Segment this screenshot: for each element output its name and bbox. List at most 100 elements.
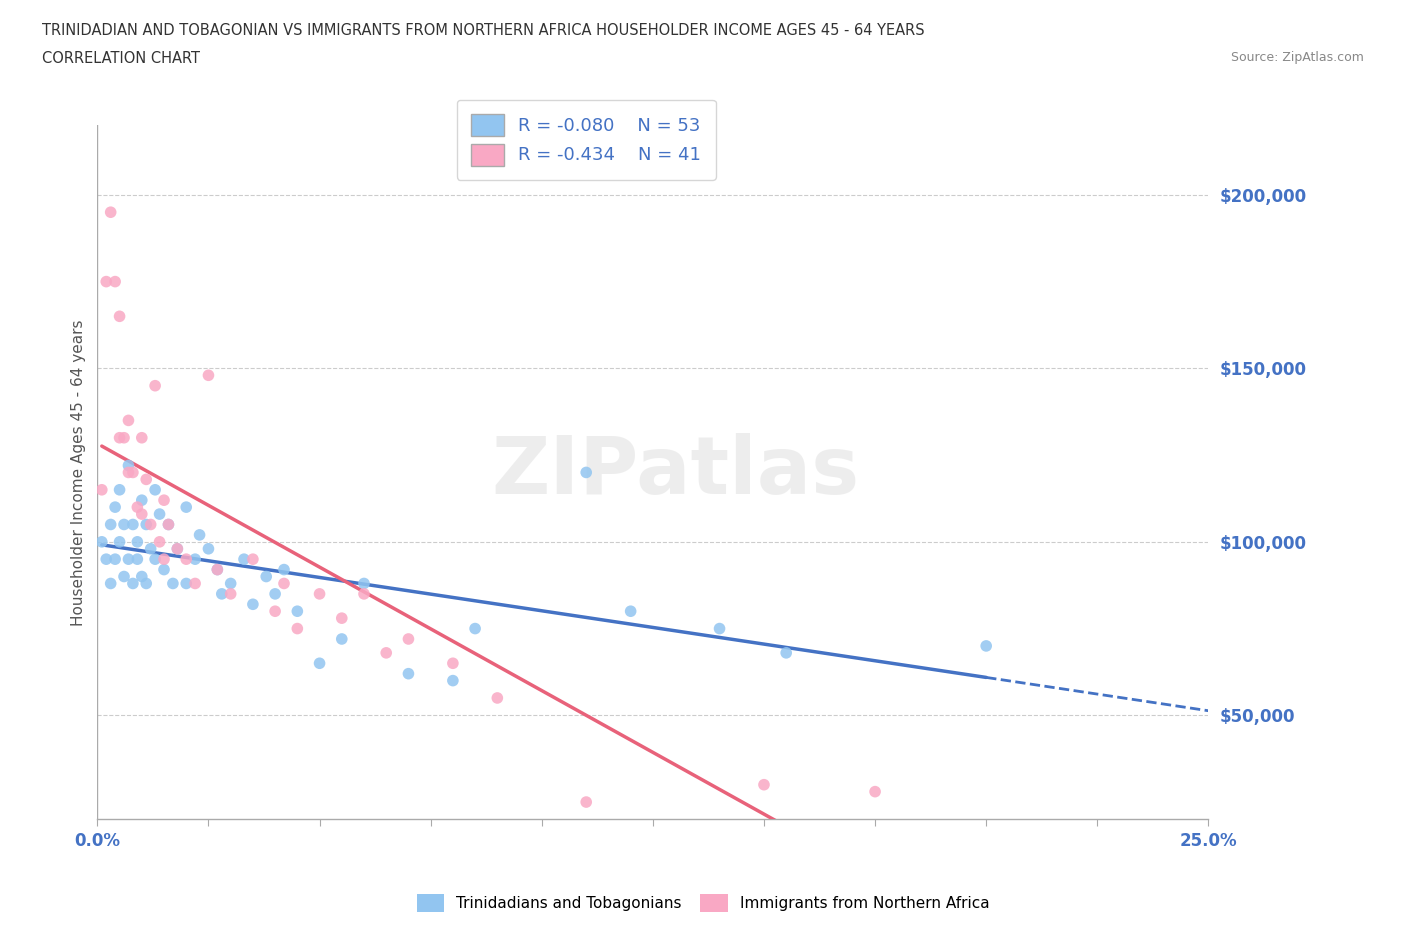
Point <box>122 576 145 591</box>
Point <box>575 465 598 480</box>
Point <box>117 465 139 480</box>
Point <box>131 569 153 584</box>
Point <box>127 499 149 514</box>
Point <box>143 551 166 566</box>
Point <box>219 587 242 602</box>
Point <box>575 794 598 809</box>
Point <box>207 562 229 577</box>
Point <box>96 274 118 289</box>
Legend: Trinidadians and Tobagonians, Immigrants from Northern Africa: Trinidadians and Tobagonians, Immigrants… <box>411 888 995 918</box>
Legend: R = -0.080    N = 53, R = -0.434    N = 41: R = -0.080 N = 53, R = -0.434 N = 41 <box>457 100 716 180</box>
Point <box>863 784 886 799</box>
Point <box>398 666 420 681</box>
Point <box>219 576 242 591</box>
Point <box>441 673 464 688</box>
Point <box>100 205 122 219</box>
Point <box>153 551 176 566</box>
Point <box>188 527 211 542</box>
Point <box>211 587 233 602</box>
Point <box>90 535 112 550</box>
Point <box>166 541 188 556</box>
Point <box>100 576 122 591</box>
Point <box>108 535 131 550</box>
Point <box>127 535 149 550</box>
Text: Source: ZipAtlas.com: Source: ZipAtlas.com <box>1230 51 1364 64</box>
Point <box>353 587 375 602</box>
Point <box>375 645 398 660</box>
Point <box>184 576 207 591</box>
Point <box>486 690 509 705</box>
Point <box>441 656 464 671</box>
Text: CORRELATION CHART: CORRELATION CHART <box>42 51 200 66</box>
Point <box>96 551 118 566</box>
Point <box>131 493 153 508</box>
Point <box>139 541 162 556</box>
Point <box>153 562 176 577</box>
Point <box>131 507 153 522</box>
Point <box>974 639 997 654</box>
Point <box>135 517 157 532</box>
Point <box>90 483 112 498</box>
Point <box>353 576 375 591</box>
Point <box>108 309 131 324</box>
Point <box>153 493 176 508</box>
Point <box>233 551 256 566</box>
Point <box>157 517 180 532</box>
Point <box>162 576 184 591</box>
Point <box>122 465 145 480</box>
Point <box>264 604 287 618</box>
Point <box>122 517 145 532</box>
Y-axis label: Householder Income Ages 45 - 64 years: Householder Income Ages 45 - 64 years <box>72 319 86 626</box>
Point <box>285 621 308 636</box>
Point <box>330 611 353 626</box>
Point <box>184 551 207 566</box>
Point <box>273 562 295 577</box>
Point <box>330 631 353 646</box>
Point <box>308 656 330 671</box>
Point <box>157 517 180 532</box>
Point <box>709 621 731 636</box>
Point <box>112 517 135 532</box>
Point <box>174 499 197 514</box>
Point <box>135 576 157 591</box>
Point <box>242 551 264 566</box>
Point <box>398 631 420 646</box>
Point <box>127 551 149 566</box>
Point <box>117 413 139 428</box>
Point <box>174 576 197 591</box>
Point <box>752 777 775 792</box>
Point <box>148 507 170 522</box>
Point <box>775 645 797 660</box>
Point <box>308 587 330 602</box>
Point <box>112 569 135 584</box>
Point <box>254 569 277 584</box>
Point <box>135 472 157 486</box>
Text: ZIPatlas: ZIPatlas <box>491 433 859 512</box>
Point <box>242 597 264 612</box>
Point <box>104 499 127 514</box>
Point <box>117 551 139 566</box>
Point <box>207 562 229 577</box>
Point <box>620 604 643 618</box>
Point <box>174 551 197 566</box>
Point <box>104 274 127 289</box>
Point <box>464 621 486 636</box>
Point <box>197 541 219 556</box>
Point <box>117 458 139 473</box>
Point <box>273 576 295 591</box>
Point <box>131 431 153 445</box>
Point <box>166 541 188 556</box>
Point <box>285 604 308 618</box>
Point <box>100 517 122 532</box>
Point <box>108 483 131 498</box>
Point <box>197 368 219 383</box>
Point <box>264 587 287 602</box>
Point <box>112 431 135 445</box>
Point <box>143 379 166 393</box>
Point <box>104 551 127 566</box>
Point <box>108 431 131 445</box>
Point <box>953 830 976 844</box>
Point <box>148 535 170 550</box>
Point <box>143 483 166 498</box>
Text: TRINIDADIAN AND TOBAGONIAN VS IMMIGRANTS FROM NORTHERN AFRICA HOUSEHOLDER INCOME: TRINIDADIAN AND TOBAGONIAN VS IMMIGRANTS… <box>42 23 925 38</box>
